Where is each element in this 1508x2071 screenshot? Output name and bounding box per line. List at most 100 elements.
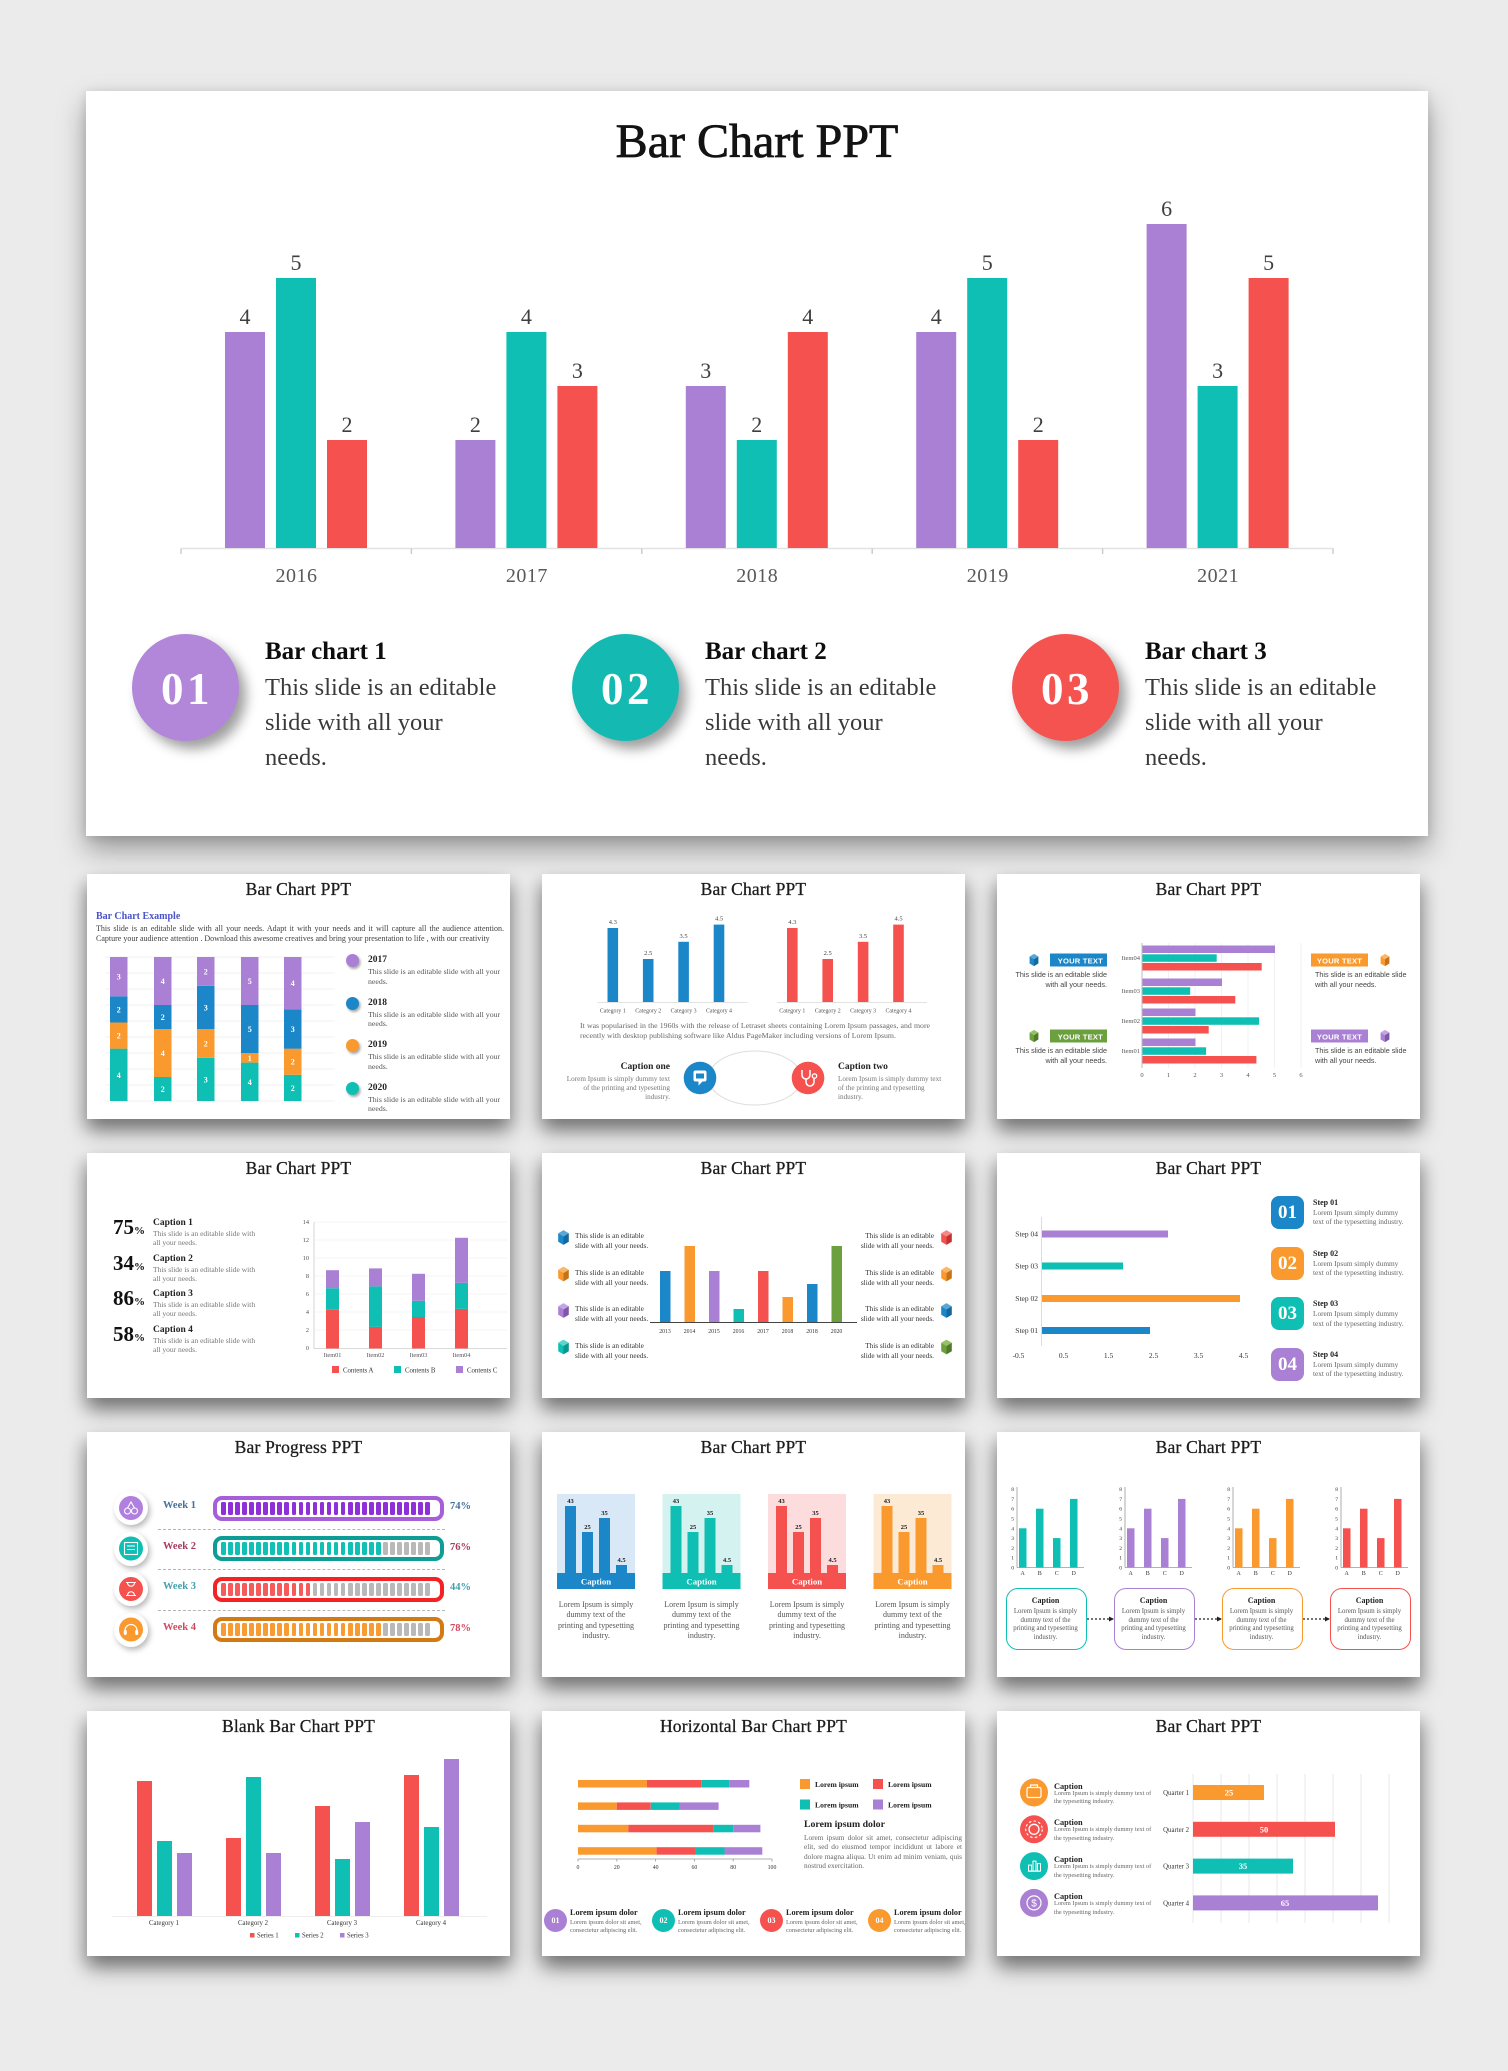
svg-text:6: 6 xyxy=(1161,196,1172,221)
svg-text:12: 12 xyxy=(303,1237,309,1244)
svg-text:5: 5 xyxy=(1335,1517,1338,1523)
svg-text:Contents B: Contents B xyxy=(405,1368,436,1375)
svg-text:3: 3 xyxy=(1011,1536,1014,1542)
svg-text:0: 0 xyxy=(1119,1566,1122,1572)
svg-text:35: 35 xyxy=(601,1510,608,1517)
svg-text:25: 25 xyxy=(690,1524,697,1531)
svg-text:5: 5 xyxy=(982,250,993,275)
svg-text:5: 5 xyxy=(248,1025,252,1034)
svg-text:YOUR TEXT: YOUR TEXT xyxy=(1058,956,1103,965)
svg-text:2: 2 xyxy=(1119,1546,1122,1552)
svg-text:2: 2 xyxy=(117,1032,121,1041)
svg-text:0: 0 xyxy=(1227,1566,1230,1572)
svg-text:1: 1 xyxy=(1167,1072,1170,1079)
svg-text:A: A xyxy=(1129,1571,1134,1577)
svg-text:3: 3 xyxy=(1119,1536,1122,1542)
svg-text:4: 4 xyxy=(1119,1526,1122,1532)
svg-text:Item02: Item02 xyxy=(367,1352,385,1359)
svg-text:B: B xyxy=(1254,1571,1258,1577)
svg-text:2020: 2020 xyxy=(831,1329,843,1335)
svg-text:2.5: 2.5 xyxy=(824,950,832,957)
svg-text:4.3: 4.3 xyxy=(609,919,617,926)
svg-text:1: 1 xyxy=(1119,1556,1122,1562)
svg-text:Category 2: Category 2 xyxy=(815,1009,841,1015)
svg-text:2: 2 xyxy=(1227,1546,1230,1552)
svg-text:2.5: 2.5 xyxy=(1149,1351,1159,1360)
svg-text:3: 3 xyxy=(291,1025,295,1034)
svg-text:43: 43 xyxy=(673,1498,680,1505)
svg-text:60: 60 xyxy=(692,1865,698,1871)
svg-text:6: 6 xyxy=(1299,1072,1303,1079)
svg-text:Series 1: Series 1 xyxy=(257,1933,279,1940)
svg-text:3.5: 3.5 xyxy=(680,933,688,940)
svg-text:25: 25 xyxy=(901,1524,908,1531)
svg-text:4: 4 xyxy=(291,979,295,988)
svg-text:Item04: Item04 xyxy=(1122,955,1141,962)
svg-text:6: 6 xyxy=(1011,1507,1014,1513)
svg-text:14: 14 xyxy=(303,1219,310,1226)
svg-text:2: 2 xyxy=(161,1085,165,1094)
svg-text:3.5: 3.5 xyxy=(859,933,867,940)
svg-text:Step 04: Step 04 xyxy=(1015,1230,1038,1239)
svg-text:Item03: Item03 xyxy=(410,1352,428,1359)
svg-text:2: 2 xyxy=(342,412,353,437)
svg-text:8: 8 xyxy=(306,1273,309,1280)
svg-text:43: 43 xyxy=(778,1498,785,1505)
svg-text:0: 0 xyxy=(1335,1566,1338,1572)
svg-text:3: 3 xyxy=(117,973,121,982)
svg-text:2: 2 xyxy=(117,1005,121,1014)
svg-text:2: 2 xyxy=(306,1327,309,1334)
svg-text:C: C xyxy=(1055,1571,1059,1577)
svg-text:0: 0 xyxy=(306,1345,309,1352)
svg-text:2018: 2018 xyxy=(736,565,778,587)
svg-text:3: 3 xyxy=(700,358,711,383)
svg-text:3: 3 xyxy=(572,358,583,383)
svg-text:4: 4 xyxy=(521,304,532,329)
svg-text:4: 4 xyxy=(161,977,165,986)
svg-text:4: 4 xyxy=(306,1309,310,1316)
svg-text:2018: 2018 xyxy=(782,1329,794,1335)
svg-text:Category 3: Category 3 xyxy=(850,1009,876,1015)
svg-text:10: 10 xyxy=(303,1255,309,1262)
svg-text:4: 4 xyxy=(802,304,813,329)
svg-text:D: D xyxy=(1072,1571,1077,1577)
svg-text:3.5: 3.5 xyxy=(1194,1351,1204,1360)
svg-text:4.3: 4.3 xyxy=(788,919,796,926)
svg-text:Lorem ipsum: Lorem ipsum xyxy=(888,1780,932,1789)
svg-text:Category 2: Category 2 xyxy=(635,1009,661,1015)
svg-text:Category 1: Category 1 xyxy=(779,1009,805,1015)
svg-text:C: C xyxy=(1163,1571,1167,1577)
svg-text:2: 2 xyxy=(751,412,762,437)
svg-text:3: 3 xyxy=(204,1003,208,1012)
svg-text:2.5: 2.5 xyxy=(644,950,652,957)
svg-text:-0.5: -0.5 xyxy=(1013,1351,1025,1360)
svg-text:Caption: Caption xyxy=(581,1577,611,1587)
svg-text:8: 8 xyxy=(1227,1487,1230,1493)
svg-text:Contents C: Contents C xyxy=(467,1368,498,1375)
svg-text:2: 2 xyxy=(291,1058,295,1067)
svg-text:4.5: 4.5 xyxy=(617,1557,626,1564)
svg-text:Quarter 4: Quarter 4 xyxy=(1163,1900,1189,1907)
svg-text:Item01: Item01 xyxy=(1122,1048,1140,1055)
svg-text:2014: 2014 xyxy=(684,1329,696,1335)
svg-text:5: 5 xyxy=(1227,1517,1230,1523)
svg-text:35: 35 xyxy=(918,1510,925,1517)
svg-text:4: 4 xyxy=(248,1078,252,1087)
svg-text:7: 7 xyxy=(1227,1497,1230,1503)
svg-text:43: 43 xyxy=(567,1498,574,1505)
svg-text:6: 6 xyxy=(1119,1507,1122,1513)
svg-text:8: 8 xyxy=(1119,1487,1122,1493)
svg-text:$: $ xyxy=(1031,1898,1037,1909)
svg-text:4.5: 4.5 xyxy=(1239,1351,1249,1360)
svg-text:3: 3 xyxy=(1220,1072,1223,1079)
svg-text:25: 25 xyxy=(584,1524,591,1531)
svg-text:Series 3: Series 3 xyxy=(347,1933,369,1940)
svg-text:1: 1 xyxy=(1335,1556,1338,1562)
svg-text:4.5: 4.5 xyxy=(828,1557,837,1564)
svg-text:Category 4: Category 4 xyxy=(885,1009,911,1015)
svg-text:Step 01: Step 01 xyxy=(1015,1326,1038,1335)
svg-text:25: 25 xyxy=(1225,1788,1234,1798)
svg-text:C: C xyxy=(1379,1571,1383,1577)
svg-text:40: 40 xyxy=(653,1865,659,1871)
svg-text:2017: 2017 xyxy=(757,1329,769,1335)
